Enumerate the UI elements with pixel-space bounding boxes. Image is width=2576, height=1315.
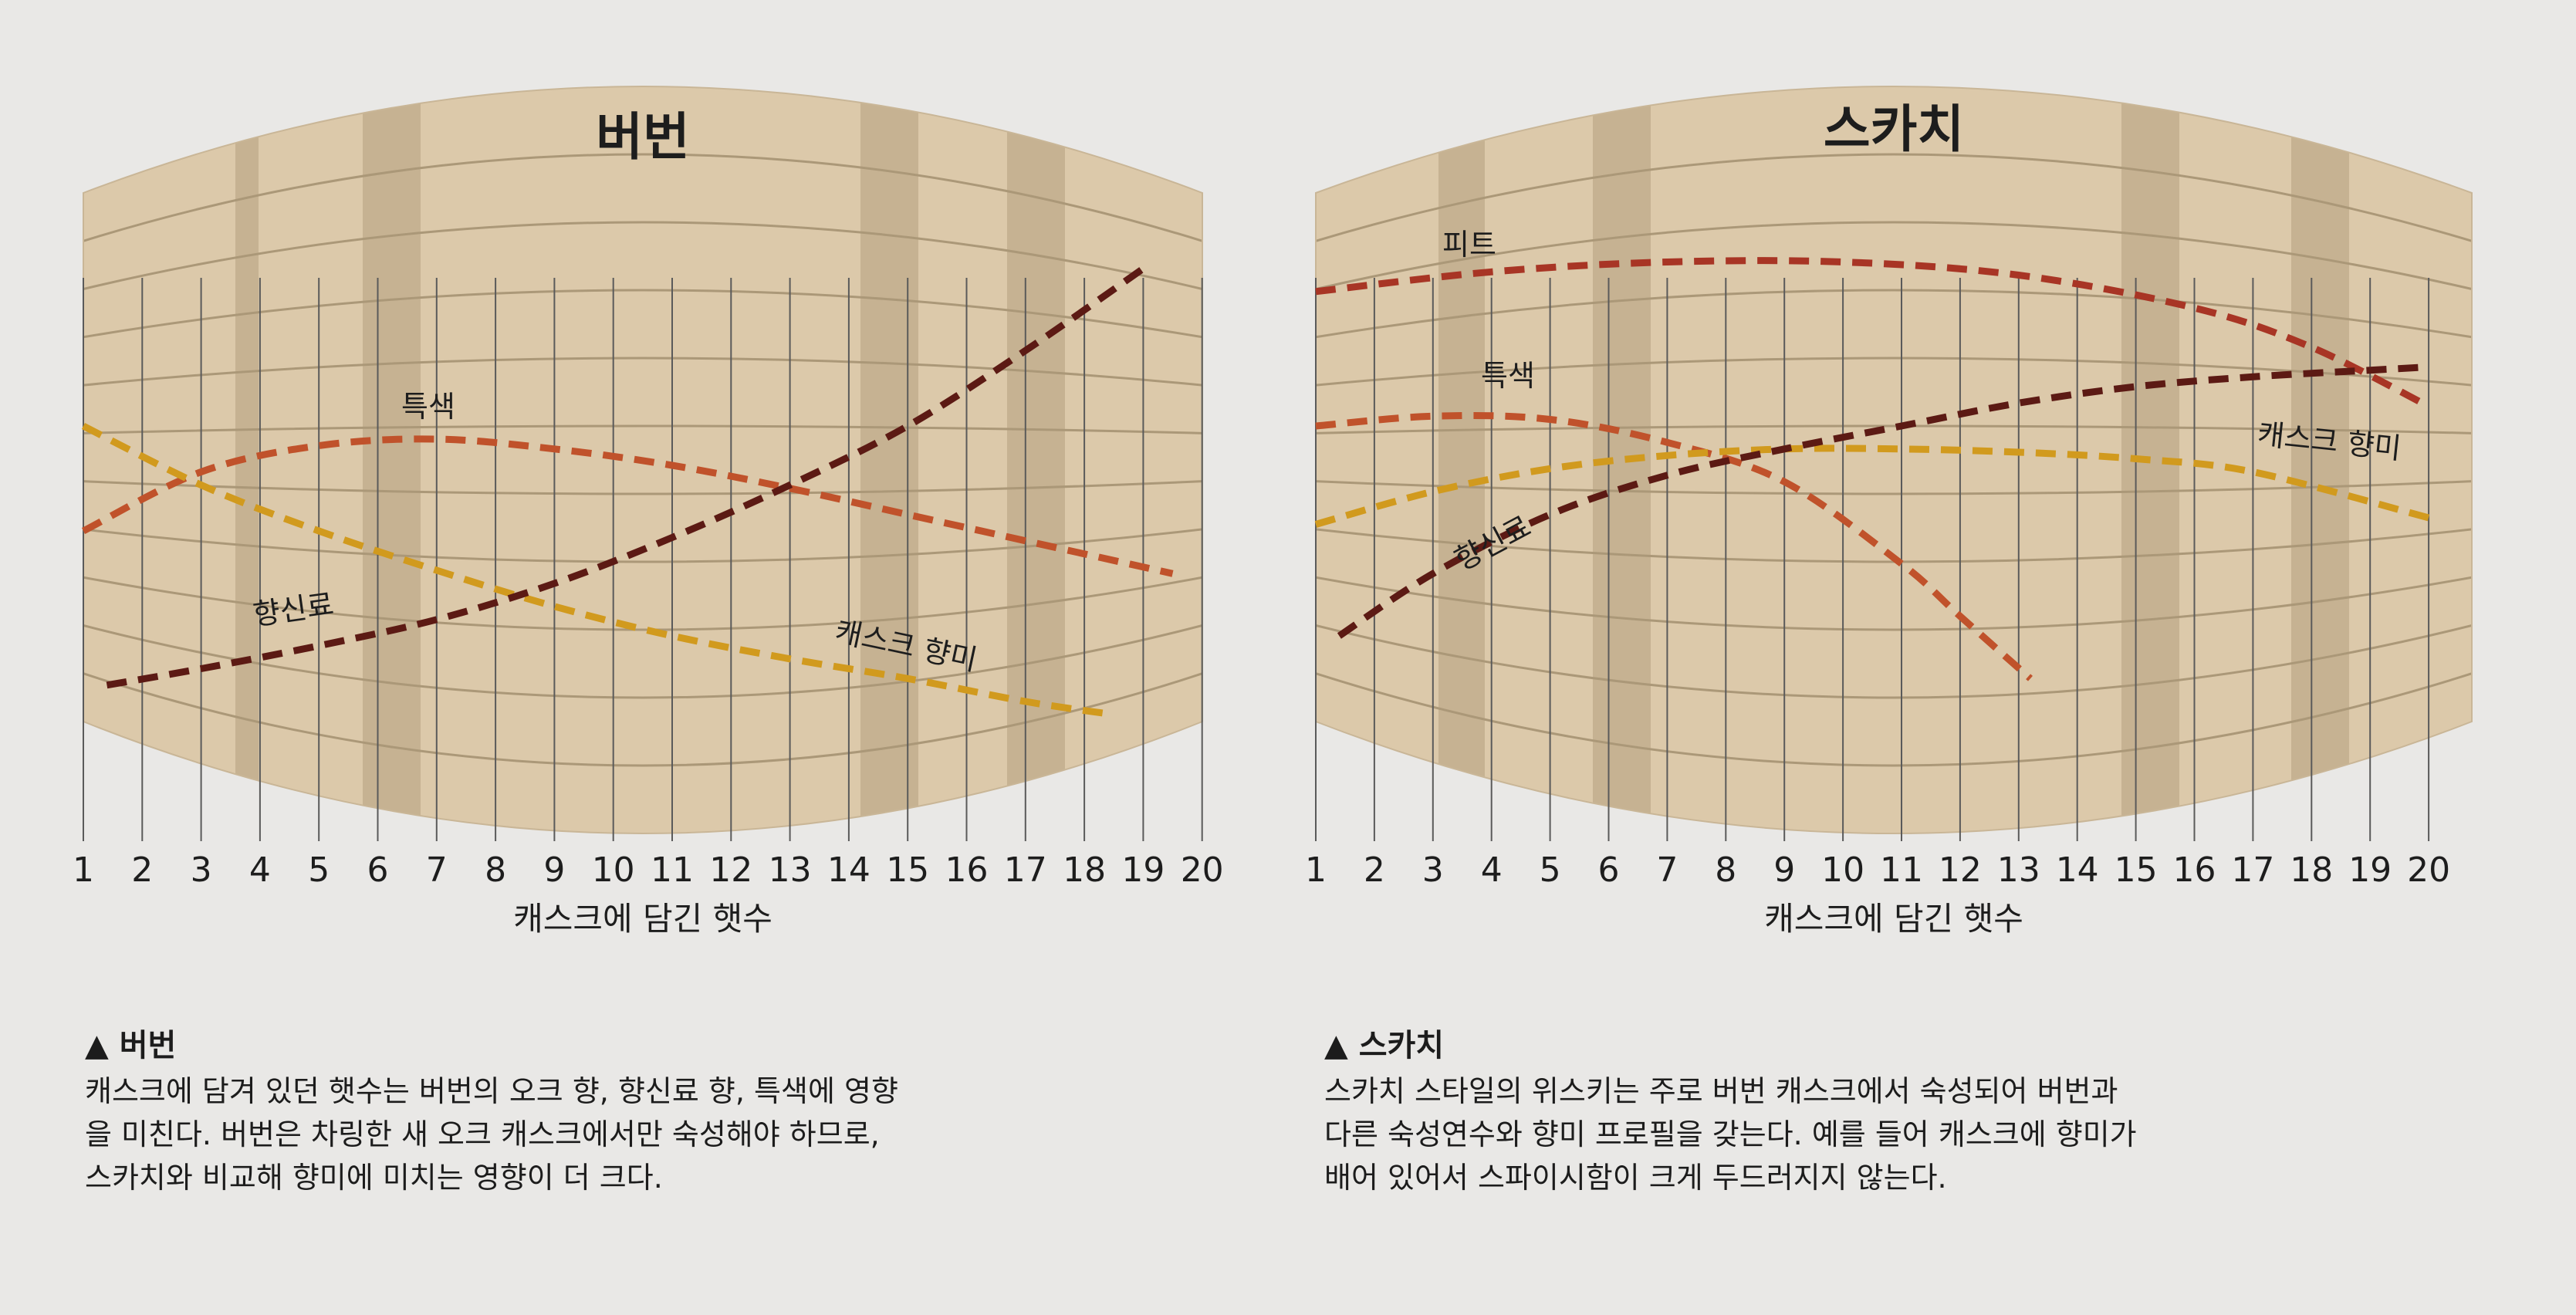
barrel-hoop-line — [1316, 424, 2472, 434]
series-label: 특색 — [1481, 359, 1535, 393]
x-tick-label: 10 — [1821, 850, 1864, 890]
caption-line: 스카치 스타일의 위스키는 주로 버번 캐스크에서 숙성되어 버번과 — [1324, 1074, 2118, 1108]
x-tick-label: 12 — [709, 850, 752, 890]
barrel-stave-band — [2291, 86, 2349, 833]
series-line — [1314, 445, 2430, 528]
caption-title: ▲ 버번 — [85, 1028, 177, 1063]
caption-line: 다른 숙성연수와 향미 프로필을 갖는다. 예를 들어 캐스크에 향미가 — [1324, 1117, 2137, 1151]
barrel-hoop-line — [1316, 480, 2472, 495]
x-tick-label: 2 — [1364, 850, 1385, 890]
x-tick-label: 19 — [1121, 850, 1165, 890]
barrel-stave-band — [2121, 86, 2179, 833]
x-tick-label: 3 — [191, 850, 212, 890]
x-tick-label: 15 — [886, 850, 929, 890]
x-tick-label: 19 — [2348, 850, 2392, 890]
caption-body: 스카치 스타일의 위스키는 주로 버번 캐스크에서 숙성되어 버번과 다른 숙성… — [1324, 1070, 2351, 1199]
series-line — [1315, 411, 2033, 681]
bourbon-caption: ▲ 버번 캐스크에 담겨 있던 햇수는 버번의 오크 향, 향신료 향, 특색에… — [85, 1020, 1111, 1199]
caption-line: 을 미친다. 버번은 차링한 새 오크 캐스크에서만 숙성해야 하므로, — [85, 1117, 880, 1151]
x-tick-label: 6 — [1598, 850, 1620, 890]
x-tick-label: 5 — [308, 850, 330, 890]
barrel-hoop-line — [83, 528, 1202, 563]
barrel-stave-band — [363, 86, 421, 833]
x-tick-label: 7 — [1656, 850, 1678, 890]
x-tick-label: 17 — [1004, 850, 1047, 890]
x-tick-label: 20 — [2407, 850, 2450, 890]
x-tick-label: 18 — [2290, 850, 2333, 890]
bourbon-panel: 버번 특색 캐스크 향미 향신료 1 2 3 4 5 6 7 8 9 10 11 12 13 14 15 16 17 18… — [73, 86, 1224, 1199]
x-tick-label: 17 — [2231, 850, 2274, 890]
x-tick-label: 14 — [2056, 850, 2099, 890]
x-tick-label: 1 — [73, 850, 94, 890]
barrel-stave-band — [860, 86, 918, 833]
x-tick-label: 16 — [945, 850, 989, 890]
series-line — [81, 422, 1114, 718]
x-tick-label: 5 — [1540, 850, 1561, 890]
x-tick-label: 13 — [1997, 850, 2040, 890]
barrel-hoop-line — [1316, 624, 2472, 699]
series-line — [1337, 363, 2429, 639]
caption-line: 캐스크에 담겨 있던 햇수는 버번의 오크 향, 향신료 향, 특색에 영향 — [85, 1074, 898, 1108]
x-tick-label: 8 — [485, 850, 506, 890]
caption-body: 캐스크에 담겨 있던 햇수는 버번의 오크 향, 향신료 향, 특색에 영향 을… — [85, 1070, 1111, 1199]
caption-line: 스카치와 비교해 향미에 미치는 영향이 더 크다. — [85, 1161, 663, 1195]
barrel-hoop-line — [1316, 289, 2472, 339]
x-tick-label: 8 — [1715, 850, 1736, 890]
x-tick-label: 4 — [249, 850, 271, 890]
chart-title: 스카치 — [1824, 100, 1964, 159]
barrel-hoop-line — [83, 480, 1202, 495]
x-tick-label: 20 — [1181, 850, 1224, 890]
barrel-hoop-line — [83, 153, 1202, 242]
barrel-hoop-line — [1316, 672, 2472, 767]
barrel-hoop-line — [83, 424, 1202, 434]
x-tick-label: 15 — [2115, 850, 2158, 890]
x-tick-label: 9 — [543, 850, 565, 890]
barrel-hoop-line — [1316, 221, 2472, 291]
caption-title: ▲ 스카치 — [1324, 1028, 1445, 1063]
x-tick-label: 9 — [1773, 850, 1795, 890]
x-axis-label: 캐스크에 담긴 햇수 — [513, 900, 772, 938]
barrel-hoop-line — [1316, 357, 2472, 387]
barrel-hoop-line — [1316, 153, 2472, 242]
x-tick-label: 7 — [426, 850, 448, 890]
series-line — [81, 435, 1174, 577]
barrel-hoop-line — [83, 672, 1202, 767]
chart-title: 버번 — [596, 107, 689, 167]
x-tick-label: 10 — [592, 850, 635, 890]
scotch-caption: ▲ 스카치 스카치 스타일의 위스키는 주로 버번 캐스크에서 숙성되어 버번과… — [1324, 1020, 2351, 1199]
barrel-hoop-line — [83, 221, 1202, 291]
series-line — [1315, 257, 2431, 410]
x-tick-label: 16 — [2173, 850, 2216, 890]
caption-line: 배어 있어서 스파이시함이 크게 두드러지지 않는다. — [1324, 1161, 1947, 1195]
x-tick-label: 11 — [1880, 850, 1923, 890]
x-tick-label: 3 — [1422, 850, 1444, 890]
x-tick-label: 13 — [769, 850, 812, 890]
series-label: 피트 — [1442, 228, 1496, 262]
x-tick-label: 6 — [367, 850, 389, 890]
x-tick-label: 18 — [1063, 850, 1106, 890]
x-tick-label: 12 — [1939, 850, 1982, 890]
barrel-stave-band — [1438, 86, 1485, 833]
barrel-outline — [1315, 86, 2473, 834]
barrel-hoop-line — [83, 357, 1202, 387]
x-tick-label: 1 — [1305, 850, 1327, 890]
series-label: 특색 — [401, 390, 455, 424]
barrel-hoop-line — [83, 576, 1202, 631]
x-tick-label: 14 — [827, 850, 870, 890]
series-line — [106, 265, 1145, 689]
x-tick-label: 11 — [651, 850, 694, 890]
x-tick-label: 4 — [1481, 850, 1503, 890]
barrel-hoop-line — [1316, 576, 2472, 631]
x-tick-label: 2 — [131, 850, 153, 890]
barrel-hoop-line — [83, 289, 1202, 339]
x-axis-label: 캐스크에 담긴 햇수 — [1764, 900, 2023, 938]
scotch-panel: 스카치 피트 특색 캐스크 향미 향신료 1 2 3 4 5 6 7 8 9 10 11 12 13 14 15 16 1… — [1288, 0, 2576, 1315]
